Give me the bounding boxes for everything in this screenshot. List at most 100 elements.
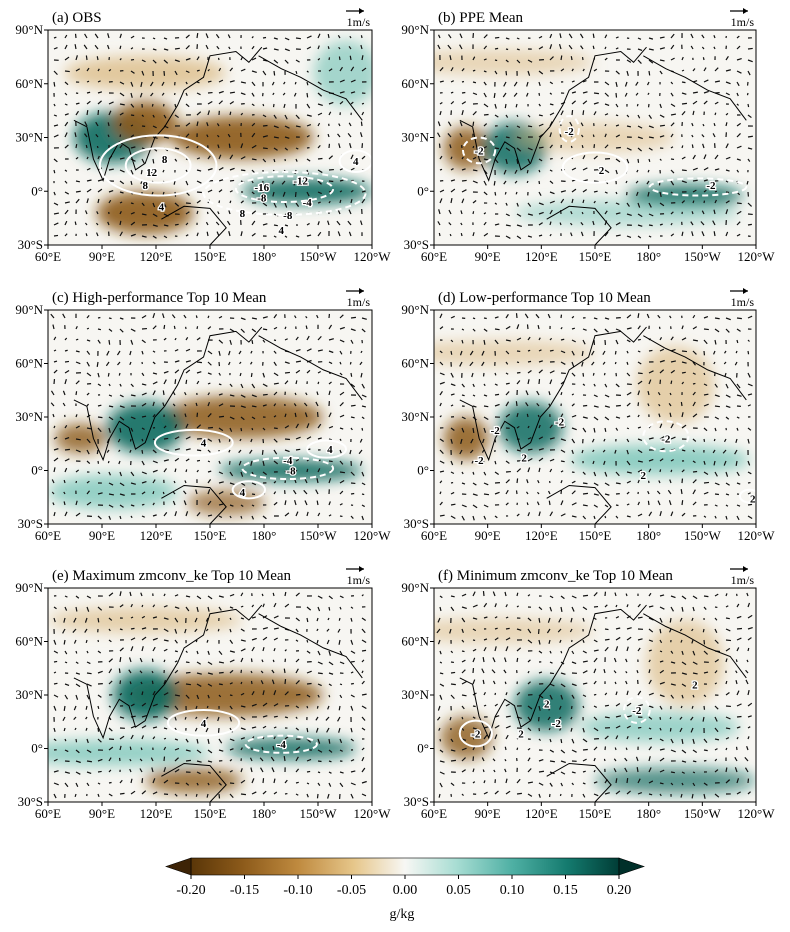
- wind-vector: [86, 449, 90, 455]
- wind-vector: [151, 767, 154, 773]
- wind-vector: [317, 92, 323, 97]
- wind-vector: [240, 493, 245, 496]
- wind-vector: [472, 81, 477, 84]
- wind-vector: [581, 211, 584, 215]
- wind-vector: [538, 467, 541, 473]
- contour-label: -8: [286, 466, 296, 478]
- wind-vector: [637, 513, 643, 517]
- wind-vector: [361, 594, 364, 597]
- wind-vector: [593, 657, 598, 663]
- wind-vector: [250, 767, 253, 773]
- wind-vector: [516, 468, 522, 473]
- wind-vector: [97, 188, 103, 193]
- wind-vector: [207, 80, 212, 83]
- wind-vector: [350, 694, 355, 698]
- wind-vector: [670, 369, 676, 374]
- wind-vector: [714, 593, 719, 597]
- wind-vector: [549, 606, 553, 612]
- wind-vector: [659, 660, 664, 663]
- wind-vector: [97, 339, 101, 344]
- wind-vector: [648, 767, 652, 773]
- wind-vector: [505, 313, 509, 319]
- wind-vector: [141, 471, 147, 475]
- wind-vector: [295, 639, 299, 642]
- wind-vector: [736, 603, 740, 608]
- wind-vector: [317, 738, 321, 744]
- wind-vector: [184, 716, 187, 720]
- wind-vector: [97, 427, 102, 433]
- wind-vector: [483, 482, 489, 486]
- wind-vector: [273, 403, 277, 407]
- wind-vector: [560, 55, 563, 61]
- reference-vector-label: 1m/s: [347, 15, 371, 29]
- wind-vector: [613, 758, 617, 762]
- wind-vector: [86, 156, 89, 160]
- panel-title: (b) PPE Mean: [438, 10, 523, 26]
- wind-vector: [516, 337, 522, 341]
- wind-vector: [527, 458, 533, 462]
- wind-vector: [207, 449, 211, 453]
- wind-vector: [130, 202, 134, 205]
- wind-vector: [317, 112, 323, 116]
- wind-vector: [648, 793, 653, 796]
- wind-vector: [64, 606, 68, 611]
- wind-vector: [272, 659, 275, 663]
- wind-vector: [273, 703, 279, 707]
- wind-vector: [196, 459, 201, 462]
- colorbar-tick-label: 0.05: [446, 883, 471, 898]
- wind-vector: [361, 780, 367, 784]
- wind-vector: [494, 393, 500, 396]
- wind-vector: [295, 360, 302, 363]
- wind-vector: [162, 169, 165, 173]
- wind-vector: [272, 191, 275, 197]
- wind-vector: [185, 369, 191, 374]
- contour-label: -2: [565, 126, 575, 138]
- wind-vector: [670, 458, 674, 462]
- wind-vector: [560, 438, 566, 442]
- wind-vector: [603, 460, 606, 465]
- wind-vector: [681, 500, 684, 506]
- wind-vector: [228, 210, 231, 215]
- wind-vector: [681, 606, 684, 612]
- wind-vector: [494, 627, 498, 630]
- wind-vector: [560, 425, 566, 429]
- wind-vector: [681, 760, 687, 763]
- wind-vector: [273, 791, 278, 795]
- wind-vector: [745, 669, 749, 674]
- wind-vector: [615, 114, 619, 117]
- wind-vector: [604, 504, 609, 508]
- wind-vector: [196, 200, 201, 204]
- wind-vector: [283, 668, 286, 674]
- wind-vector: [725, 394, 731, 398]
- wind-vector: [571, 414, 577, 418]
- wind-vector: [251, 328, 257, 333]
- wind-vector: [152, 224, 158, 227]
- wind-vector: [670, 606, 674, 612]
- wind-vector: [273, 415, 277, 418]
- wind-vector: [725, 482, 730, 486]
- wind-vector: [251, 220, 256, 226]
- wind-vector: [262, 515, 267, 520]
- contour-label: 4: [279, 225, 285, 237]
- wind-vector: [53, 436, 58, 440]
- wind-vector: [637, 313, 640, 319]
- wind-vector: [714, 705, 719, 710]
- wind-vector: [615, 615, 620, 619]
- wind-vector: [273, 491, 277, 495]
- wind-vector: [218, 515, 223, 519]
- wind-vector: [328, 694, 331, 698]
- wind-vector: [736, 70, 742, 74]
- wind-vector: [262, 383, 268, 387]
- wind-vector: [196, 111, 202, 116]
- wind-vector: [52, 502, 55, 506]
- wind-vector: [262, 626, 268, 630]
- wind-vector: [681, 782, 684, 786]
- wind-vector: [560, 650, 563, 654]
- wind-vector: [725, 209, 729, 215]
- wind-vector: [604, 123, 607, 127]
- wind-vector: [273, 602, 277, 608]
- wind-vector: [196, 232, 199, 237]
- wind-vector: [218, 403, 224, 407]
- wind-vector: [130, 221, 136, 226]
- wind-vector: [217, 134, 220, 138]
